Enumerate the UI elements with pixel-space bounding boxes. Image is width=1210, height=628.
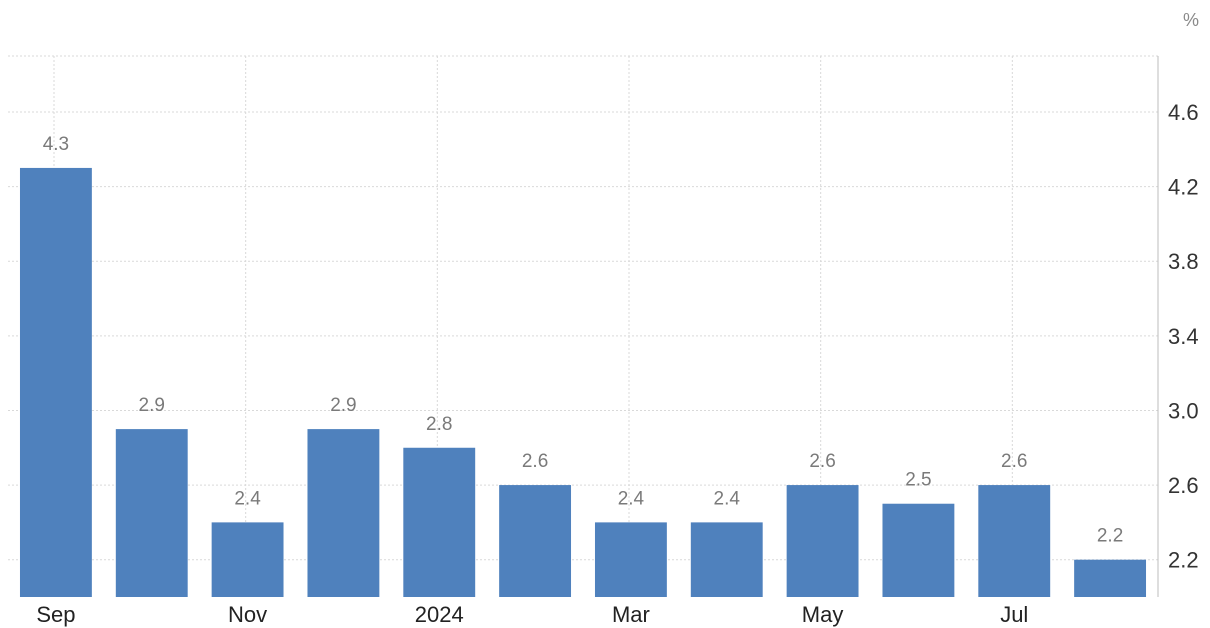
data-label: 2.8 (426, 414, 452, 435)
bar (882, 503, 955, 597)
data-label: 4.3 (43, 134, 69, 155)
data-label: 2.9 (330, 395, 356, 416)
y-axis-unit: % (1183, 10, 1199, 30)
data-label: 2.2 (1097, 526, 1123, 547)
y-tick-label: 3.4 (1168, 324, 1199, 349)
y-tick-label: 4.2 (1168, 175, 1199, 200)
bar (211, 522, 284, 597)
y-tick-label: 4.6 (1168, 100, 1199, 125)
x-tick-label: Jul (1000, 602, 1028, 627)
bar (403, 447, 476, 597)
bar (115, 429, 188, 597)
x-tick-label: Mar (612, 602, 650, 627)
bar (499, 485, 572, 597)
bar (1074, 559, 1147, 597)
bar (978, 485, 1051, 597)
data-label: 2.4 (714, 488, 741, 509)
bar (307, 429, 380, 597)
y-tick-label: 3.8 (1168, 249, 1199, 274)
y-tick-label: 2.6 (1168, 473, 1199, 498)
data-label: 2.5 (905, 470, 931, 491)
bar (786, 485, 859, 597)
x-tick-label: Sep (36, 602, 75, 627)
data-label: 2.6 (1001, 451, 1027, 472)
data-label: 2.6 (522, 451, 548, 472)
data-label: 2.9 (139, 395, 165, 416)
data-label: 2.4 (618, 488, 645, 509)
x-tick-label: May (802, 602, 844, 627)
bar (594, 522, 667, 597)
x-tick-label: Nov (228, 602, 267, 627)
data-label: 2.6 (809, 451, 835, 472)
data-label: 2.4 (234, 488, 261, 509)
bar (690, 522, 763, 597)
y-tick-label: 3.0 (1168, 398, 1199, 423)
bar (19, 167, 92, 597)
x-tick-label: 2024 (415, 602, 464, 627)
y-tick-label: 2.2 (1168, 548, 1199, 573)
